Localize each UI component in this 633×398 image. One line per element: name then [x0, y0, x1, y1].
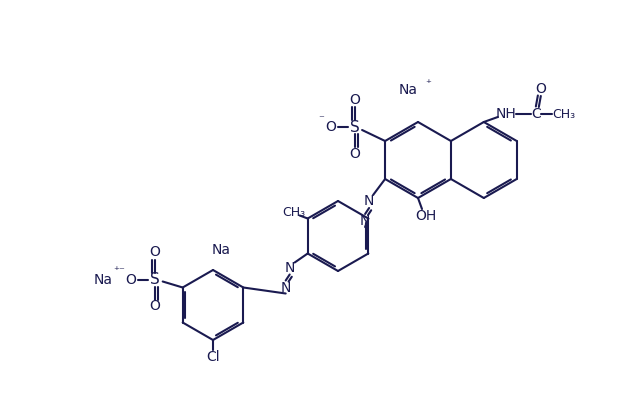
Text: S: S — [150, 272, 160, 287]
Text: C: C — [531, 107, 541, 121]
Text: N: N — [280, 281, 291, 295]
Text: N: N — [360, 214, 370, 228]
Text: CH₃: CH₃ — [282, 206, 305, 219]
Text: Na: Na — [93, 273, 112, 287]
Text: ⁻: ⁻ — [118, 267, 123, 277]
Text: NH: NH — [496, 107, 516, 121]
Text: ⁻: ⁻ — [318, 114, 324, 124]
Text: O: O — [325, 120, 337, 134]
Text: O: O — [349, 147, 361, 161]
Text: Na: Na — [211, 243, 230, 257]
Text: O: O — [149, 246, 160, 259]
Text: Na: Na — [399, 83, 418, 97]
Text: O: O — [536, 82, 546, 96]
Text: OH: OH — [415, 209, 437, 223]
Text: S: S — [350, 119, 360, 135]
Text: O: O — [149, 300, 160, 314]
Text: Cl: Cl — [206, 350, 220, 364]
Text: N: N — [284, 261, 295, 275]
Text: ⁺: ⁺ — [425, 79, 431, 89]
Text: CH₃: CH₃ — [552, 107, 575, 121]
Text: N: N — [364, 194, 374, 208]
Text: O: O — [349, 93, 361, 107]
Text: ⁺: ⁺ — [114, 267, 120, 277]
Text: O: O — [125, 273, 136, 287]
